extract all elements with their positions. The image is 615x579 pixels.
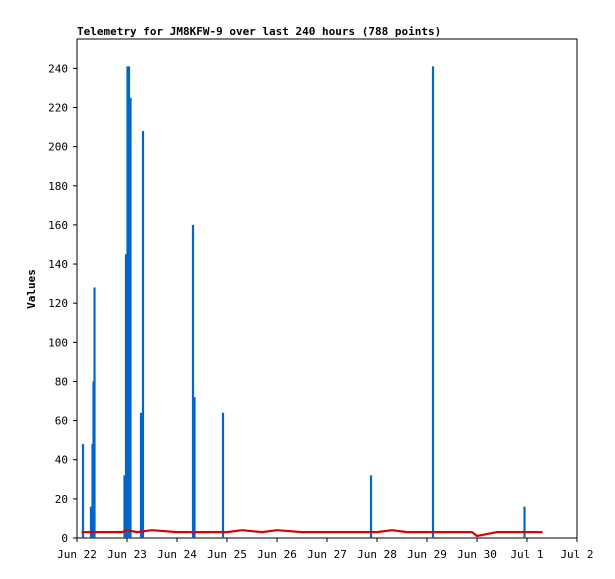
x-tick-label: Jun 23 bbox=[107, 548, 147, 561]
baseline-point bbox=[391, 529, 393, 531]
baseline-point bbox=[176, 531, 178, 533]
baseline-point bbox=[511, 531, 513, 533]
x-tick-label: Jun 28 bbox=[357, 548, 397, 561]
y-tick-label: 60 bbox=[55, 415, 68, 428]
series-layer bbox=[81, 66, 543, 538]
baseline-point bbox=[226, 531, 228, 533]
y-tick-label: 120 bbox=[48, 297, 68, 310]
y-tick-label: 200 bbox=[48, 141, 68, 154]
y-tick-label: 0 bbox=[61, 532, 68, 545]
baseline-point bbox=[126, 529, 128, 531]
baseline-point bbox=[406, 531, 408, 533]
x-axis-ticks: Jun 22 Jun 23 Jun 24 Jun 25 Jun 26 Jun 27 Jun … bbox=[57, 538, 594, 561]
baseline-point bbox=[151, 529, 153, 531]
baseline-point bbox=[451, 531, 453, 533]
baseline-point bbox=[276, 529, 278, 531]
y-tick-label: 240 bbox=[48, 62, 68, 75]
y-tick-label: 100 bbox=[48, 336, 68, 349]
baseline-point bbox=[351, 531, 353, 533]
baseline-point bbox=[81, 531, 83, 533]
y-axis-label: Values bbox=[25, 269, 38, 309]
chart-title: Telemetry for JM8KFW-9 over last 240 hou… bbox=[77, 25, 441, 38]
baseline-point bbox=[376, 531, 378, 533]
baseline-point bbox=[476, 535, 478, 537]
baseline-point bbox=[426, 531, 428, 533]
x-tick-label: Jul 1 bbox=[510, 548, 543, 561]
baseline-point bbox=[121, 531, 123, 533]
spike-series bbox=[81, 66, 526, 538]
x-tick-label: Jun 25 bbox=[207, 548, 247, 561]
y-tick-label: 40 bbox=[55, 454, 68, 467]
y-tick-label: 160 bbox=[48, 219, 68, 232]
baseline-point bbox=[471, 531, 473, 533]
baseline-point bbox=[136, 531, 138, 533]
baseline-point bbox=[496, 531, 498, 533]
y-tick-label: 220 bbox=[48, 101, 68, 114]
x-tick-label: Jun 26 bbox=[257, 548, 297, 561]
baseline-point bbox=[201, 531, 203, 533]
x-tick-label: Jun 22 bbox=[57, 548, 97, 561]
y-tick-label: 20 bbox=[55, 493, 68, 506]
y-axis-ticks: 0 20 40 60 80 100 120 140 160 180 200 220 240 bbox=[48, 62, 77, 545]
x-tick-label: Jun 24 bbox=[157, 548, 197, 561]
y-tick-label: 180 bbox=[48, 180, 68, 193]
y-tick-label: 80 bbox=[55, 375, 68, 388]
x-tick-label: Jun 27 bbox=[307, 548, 347, 561]
x-tick-label: Jun 30 bbox=[457, 548, 497, 561]
baseline-point bbox=[486, 533, 488, 535]
baseline-point bbox=[101, 531, 103, 533]
baseline-point bbox=[526, 531, 528, 533]
baseline-point bbox=[541, 531, 543, 533]
baseline-point bbox=[261, 531, 263, 533]
baseline-series-line bbox=[82, 529, 542, 538]
x-tick-label: Jul 2 bbox=[560, 548, 593, 561]
baseline-point bbox=[301, 531, 303, 533]
y-tick-label: 140 bbox=[48, 258, 68, 271]
baseline-point bbox=[326, 531, 328, 533]
x-tick-label: Jun 29 bbox=[407, 548, 447, 561]
baseline-point bbox=[241, 529, 243, 531]
plot-frame bbox=[76, 38, 578, 539]
